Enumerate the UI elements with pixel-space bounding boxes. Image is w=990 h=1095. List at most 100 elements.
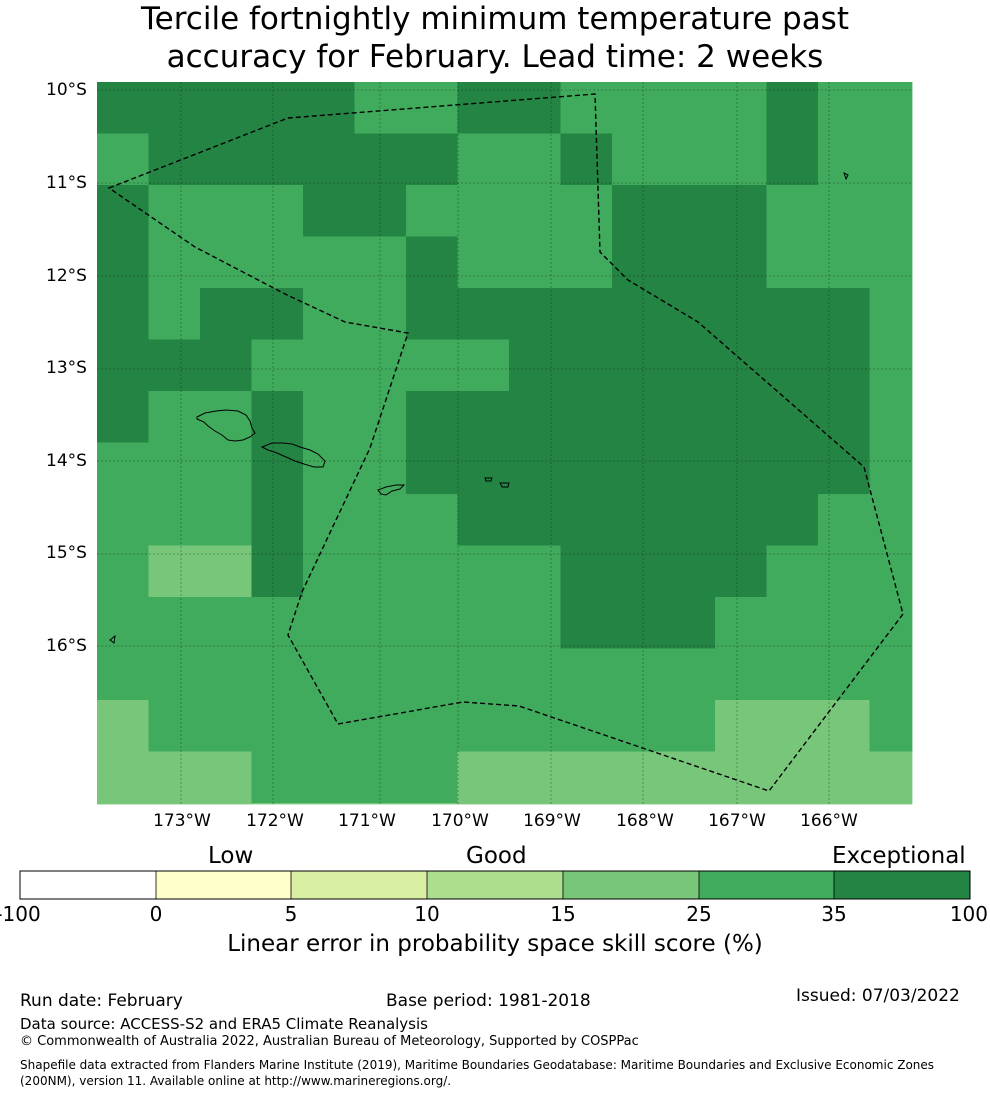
grid-cell [354,751,407,804]
grid-cell [354,597,407,649]
grid-cell [612,648,664,701]
grid-cell [766,751,819,804]
grid-cell [869,391,913,443]
grid-cell [869,185,913,237]
grid-cell [818,751,870,804]
grid-cell [457,648,510,701]
lat-label-13s: 13°S [46,358,87,378]
colorbar-tick-35: 35 [821,902,847,926]
grid-cell [354,700,407,752]
grid-cell [97,494,149,546]
island-ofu [484,477,493,482]
grid-cell [509,648,561,701]
lon-label-169w: 169°W [523,811,581,831]
grid-cell [560,133,613,186]
grid-cell [251,288,304,340]
colorbar-tick-15: 15 [550,902,576,926]
grid-cell [251,494,304,546]
grid-cell [406,236,458,289]
lat-label-16s: 16°S [46,636,87,656]
grid-cell [457,82,510,134]
grid-cell [869,700,913,752]
grid-cell [200,442,252,495]
lon-label-167w: 167°W [708,811,766,831]
island-tau [499,482,510,488]
grid-cell [560,494,613,546]
grid-cell [303,597,355,649]
grid-cell [303,751,355,804]
lon-label-171w: 171°W [338,811,396,831]
grid-cell [663,648,716,701]
colorbar-swatch-5-10 [291,871,427,899]
grid-cell [457,545,510,598]
grid-cell [97,700,149,752]
lon-label-172w: 172°W [246,811,304,831]
grid-cell [251,185,304,237]
grid-cell [148,442,201,495]
grid-cell [612,82,664,134]
run-date: Run date: February [20,991,183,1011]
grid-cell [612,391,664,443]
grid-cell [303,391,355,443]
grid-cell [869,288,913,340]
grid-cell [869,803,913,805]
grid-cell [97,236,149,289]
grid-cell [200,700,252,752]
grid-cell [200,82,252,134]
grid-cell [97,133,149,186]
grid-cell [612,545,664,598]
island-savaii [196,409,256,442]
shapefile-credit: Shapefile data extracted from Flanders M… [20,1057,970,1089]
grid-cell [663,339,716,392]
grid-cell [97,751,149,804]
grid-cell [715,494,767,546]
grid-cell [303,494,355,546]
grid-cell [97,391,149,443]
grid-cell [509,236,561,289]
grid-cell [663,751,716,804]
grid-cell [766,185,819,237]
grid-cell [457,597,510,649]
grid-cell [715,339,767,392]
grid-cell [97,339,149,392]
grid-cell [303,648,355,701]
grid-cell [869,82,913,134]
grid-cell [612,803,664,805]
grid-cell [715,597,767,649]
grid-cell [612,185,664,237]
grid-cell [715,391,767,443]
eez-boundary [107,93,904,792]
grid-cell [97,545,149,598]
colorbar-label: Linear error in probability space skill … [227,931,763,957]
grid-cell [509,185,561,237]
grid-cell [303,236,355,289]
grid-cell [818,391,870,443]
grid-cell [560,545,613,598]
copyright: © Commonwealth of Australia 2022, Austra… [20,1034,639,1049]
colorbar-swatch-0-5 [156,871,291,899]
grid-cell [251,339,304,392]
grid-cell [509,803,561,805]
grid-cell [715,236,767,289]
grid-cell [509,700,561,752]
grid-cell [406,185,458,237]
grid-cell [818,288,870,340]
grid-cell [612,133,664,186]
grid-cell [509,339,561,392]
grid-cell [509,391,561,443]
grid-cell [97,288,149,340]
grid-cell [406,494,458,546]
grid-cell [200,803,252,805]
grid-cell [766,288,819,340]
grid-cell [148,339,201,392]
grid-cell [560,648,613,701]
grid-cell [354,133,407,186]
grid-cell [818,339,870,392]
grid-cell [97,648,149,701]
island-swains [843,172,849,181]
grid-cell [251,391,304,443]
grid-cell [612,597,664,649]
colorbar [19,870,971,900]
grid-cell [560,700,613,752]
base-period: Base period: 1981-2018 [386,991,591,1011]
